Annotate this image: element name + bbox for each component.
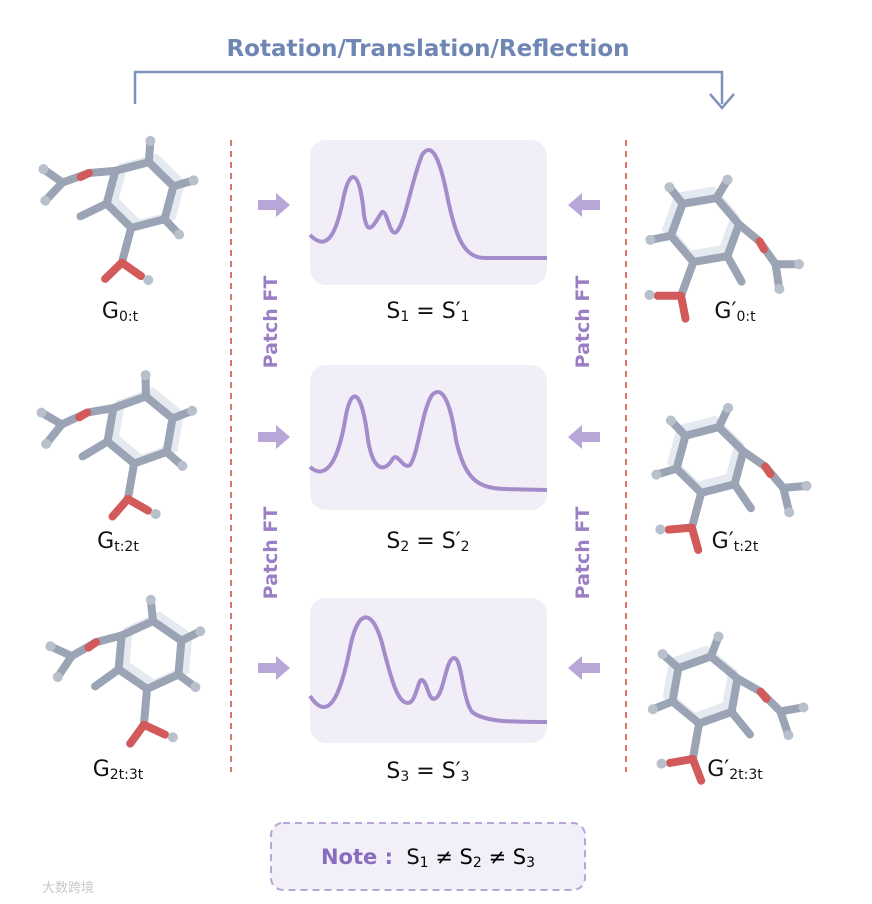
arrow — [568, 425, 600, 449]
arrow — [258, 425, 290, 449]
spectrum-label: S2 = S′2 — [386, 529, 469, 555]
spectrum-panel — [308, 140, 547, 285]
arrow — [568, 193, 600, 217]
arrow — [258, 656, 290, 680]
operation-label: Patch FT — [572, 507, 594, 600]
bracket-arrow — [709, 93, 735, 110]
graph-label: G′2t:3t — [707, 757, 763, 783]
spectrum-label: S1 = S′1 — [386, 299, 469, 325]
arrow — [258, 193, 290, 217]
graph-label: G2t:3t — [93, 757, 144, 783]
molecule — [15, 110, 206, 296]
note: Note : S1 ≠ S2 ≠ S3 — [321, 845, 535, 871]
molecule — [38, 586, 208, 749]
watermark: 大数跨境 — [42, 881, 94, 896]
graph-label: Gt:2t — [97, 529, 139, 555]
operation-label: Patch FT — [260, 507, 282, 600]
title: Rotation/Translation/Reflection — [226, 36, 629, 62]
graph-label: G0:t — [102, 299, 139, 325]
bracket — [133, 70, 724, 104]
molecule — [21, 353, 203, 528]
spectrum-label: S3 = S′3 — [386, 759, 469, 785]
graph-label: G′t:2t — [712, 529, 759, 555]
spectrum-panel — [308, 598, 548, 743]
note-box — [270, 822, 586, 891]
arrow — [568, 656, 600, 680]
operation-label: Patch FT — [260, 276, 282, 369]
graph-label: G′0:t — [714, 299, 756, 325]
spectrum-panel — [308, 365, 548, 510]
operation-label: Patch FT — [572, 276, 594, 369]
